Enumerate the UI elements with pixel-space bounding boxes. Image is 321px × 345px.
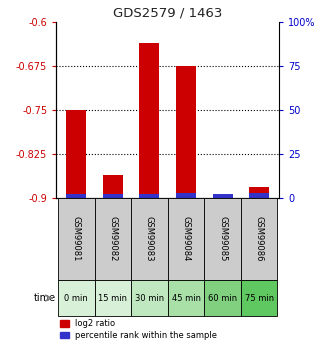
Text: GSM99081: GSM99081 <box>72 216 81 262</box>
Bar <box>204 198 241 280</box>
Bar <box>58 280 95 316</box>
Bar <box>176 66 196 198</box>
Text: 45 min: 45 min <box>171 294 201 303</box>
Text: GSM99084: GSM99084 <box>181 216 190 262</box>
Bar <box>213 195 233 198</box>
Bar <box>249 193 269 198</box>
Bar <box>58 198 95 280</box>
Bar <box>66 110 86 198</box>
Bar <box>204 280 241 316</box>
Text: 60 min: 60 min <box>208 294 237 303</box>
Bar <box>103 195 123 198</box>
Bar <box>95 280 131 316</box>
Bar <box>131 198 168 280</box>
Text: 0 min: 0 min <box>65 294 88 303</box>
Bar <box>139 195 160 198</box>
Bar <box>168 198 204 280</box>
Text: GSM99082: GSM99082 <box>108 216 117 262</box>
Bar <box>139 43 160 198</box>
Bar <box>241 198 277 280</box>
Text: time: time <box>34 293 56 303</box>
Bar <box>66 195 86 198</box>
Bar <box>103 175 123 198</box>
Title: GDS2579 / 1463: GDS2579 / 1463 <box>113 7 222 20</box>
Bar <box>249 187 269 198</box>
Text: 15 min: 15 min <box>98 294 127 303</box>
Text: 75 min: 75 min <box>245 294 274 303</box>
Text: GSM99086: GSM99086 <box>255 216 264 262</box>
Text: GSM99085: GSM99085 <box>218 216 227 262</box>
Text: 30 min: 30 min <box>135 294 164 303</box>
Bar <box>176 193 196 198</box>
Legend: log2 ratio, percentile rank within the sample: log2 ratio, percentile rank within the s… <box>60 319 217 340</box>
Bar <box>131 280 168 316</box>
Bar <box>213 195 233 198</box>
Bar <box>95 198 131 280</box>
Bar <box>241 280 277 316</box>
Text: GSM99083: GSM99083 <box>145 216 154 262</box>
Bar <box>168 280 204 316</box>
